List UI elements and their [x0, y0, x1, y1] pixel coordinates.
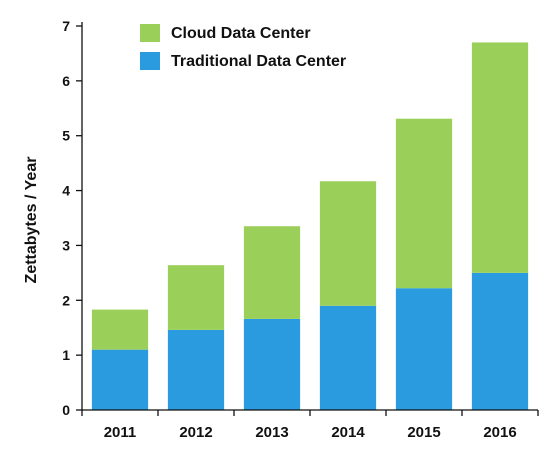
y-tick-label: 1 [62, 347, 70, 363]
bar-cloud-2014 [319, 181, 377, 306]
y-tick-label: 6 [62, 73, 70, 89]
y-tick-label: 3 [62, 237, 70, 253]
y-tick-label: 0 [62, 402, 70, 418]
bar-cloud-2011 [91, 309, 149, 350]
y-axis-title: Zettabytes / Year [23, 157, 40, 284]
x-tick-label: 2013 [255, 424, 288, 441]
y-tick-label: 2 [62, 292, 70, 308]
x-tick-label: 2014 [331, 424, 365, 441]
bar-cloud-2013 [243, 226, 301, 319]
bar-traditional-2015 [395, 288, 453, 410]
x-tick-label: 2016 [483, 424, 516, 441]
x-tick-label: 2012 [179, 424, 212, 441]
x-tick-label: 2015 [407, 424, 440, 441]
x-tick-label: 2011 [104, 424, 137, 441]
bar-traditional-2013 [243, 318, 301, 410]
bar-cloud-2012 [167, 265, 225, 330]
bar-cloud-2016 [471, 42, 529, 273]
legend-swatch [140, 24, 160, 42]
bar-cloud-2015 [395, 118, 453, 289]
y-tick-label: 7 [62, 18, 70, 34]
legend: Cloud Data Center Traditional Data Center [140, 24, 346, 70]
bars-group [91, 42, 529, 410]
legend-swatch [140, 52, 160, 70]
bar-traditional-2011 [91, 349, 149, 410]
legend-label: Traditional Data Center [171, 53, 346, 70]
y-tick-label: 5 [62, 128, 70, 144]
bar-traditional-2016 [471, 272, 529, 410]
bar-traditional-2012 [167, 329, 225, 410]
bar-traditional-2014 [319, 305, 377, 410]
y-tick-label: 4 [62, 183, 70, 199]
axes-group: 0 1 2 3 4 5 6 7 2011 2012 2013 2014 2015 2016 [62, 18, 539, 441]
legend-label: Cloud Data Center [171, 25, 311, 42]
